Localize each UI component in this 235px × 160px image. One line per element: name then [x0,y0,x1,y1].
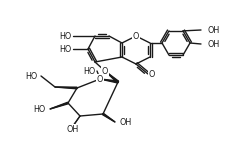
Text: HO: HO [83,67,95,76]
Text: OH: OH [207,25,219,35]
Text: O: O [97,75,103,84]
Polygon shape [105,71,119,83]
Text: HO: HO [59,32,71,40]
Text: OH: OH [67,124,79,133]
Text: HO: HO [59,44,71,53]
Text: O: O [149,69,155,79]
Text: O: O [133,32,139,40]
Polygon shape [100,79,118,83]
Text: OH: OH [207,40,219,48]
Polygon shape [102,113,115,122]
Text: OH: OH [119,117,131,127]
Polygon shape [50,102,68,109]
Text: HO: HO [25,72,37,80]
Polygon shape [55,87,77,89]
Text: HO: HO [34,104,46,113]
Text: O: O [102,67,108,76]
